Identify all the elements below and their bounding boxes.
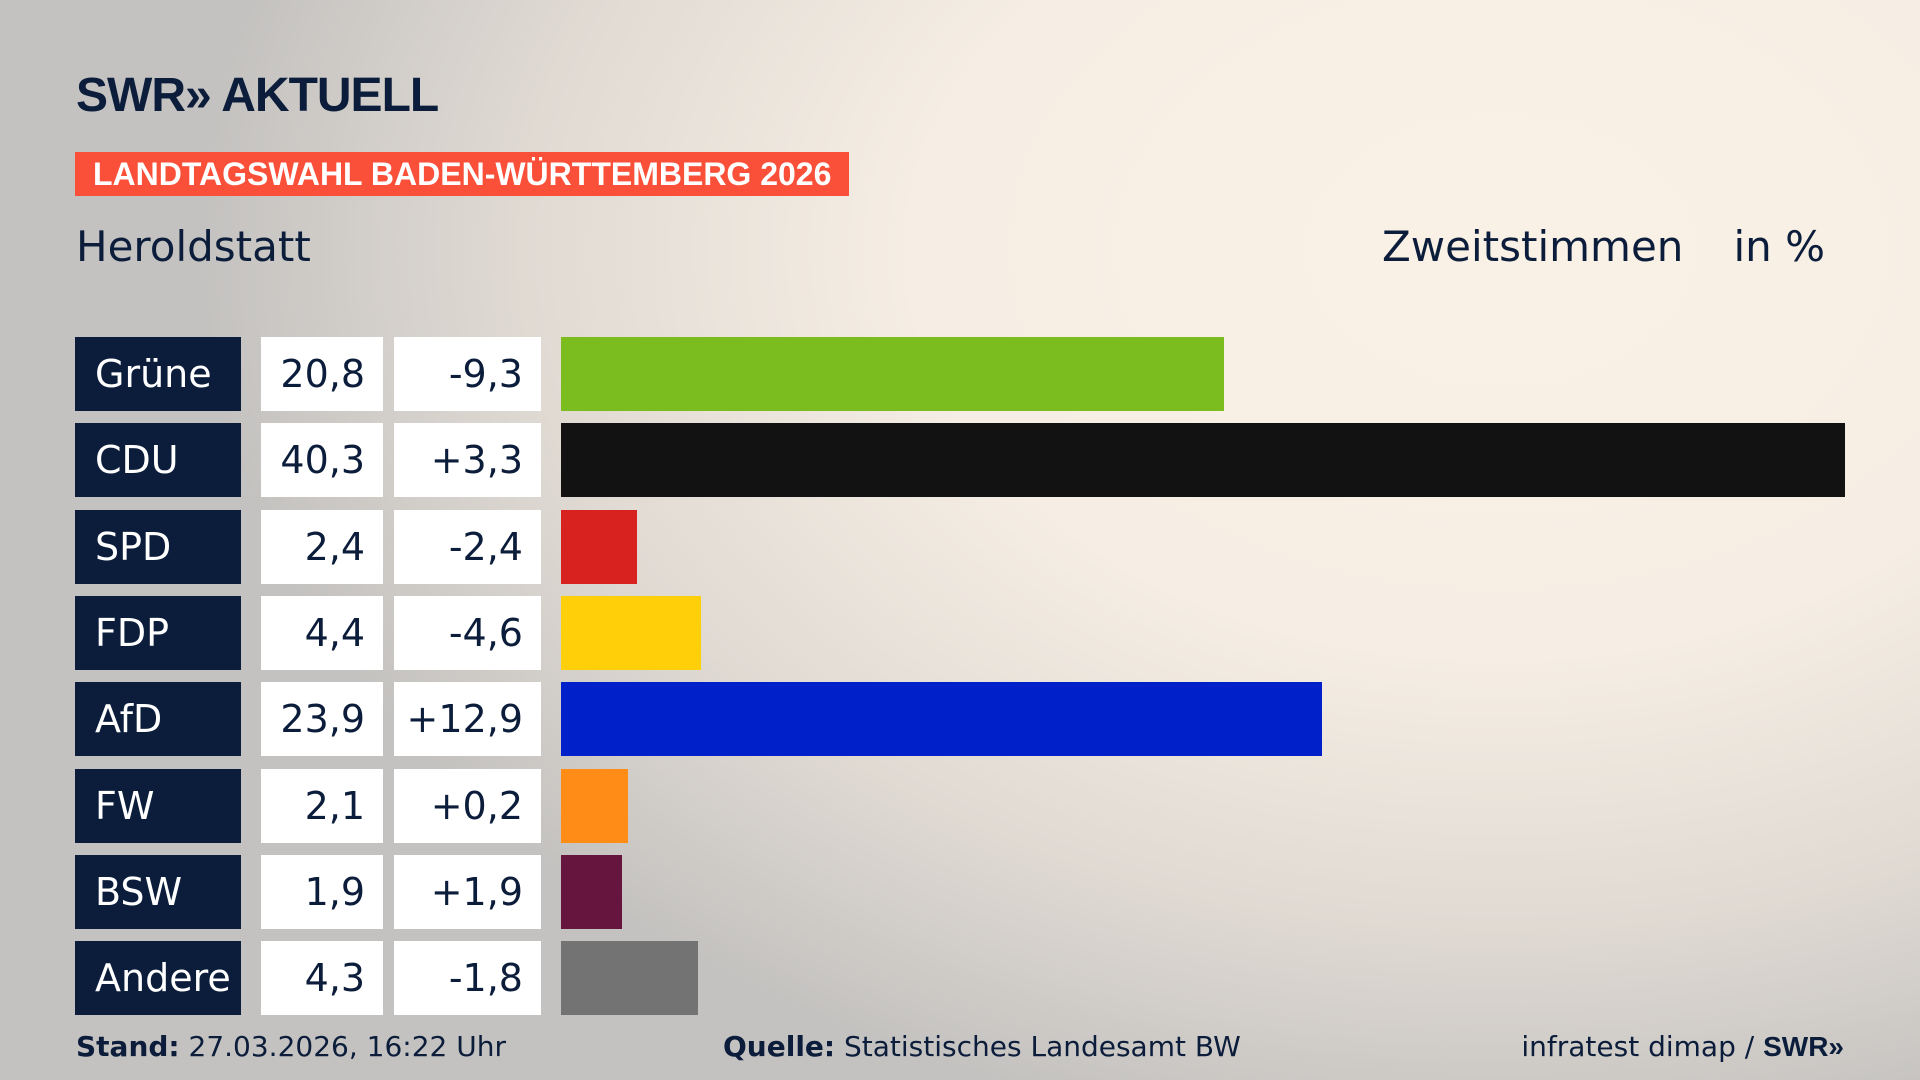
party-label: CDU <box>75 423 241 498</box>
party-label: Andere <box>75 941 241 1016</box>
vote-change: +12,9 <box>394 682 541 757</box>
result-row: CDU 40,3 +3,3 <box>0 423 1920 498</box>
result-row: Grüne 20,8 -9,3 <box>0 337 1920 411</box>
vote-share: 23,9 <box>261 682 383 757</box>
swr-logo: SWR» <box>1763 1031 1844 1062</box>
vote-share: 4,3 <box>261 941 383 1016</box>
vote-share: 1,9 <box>261 854 383 929</box>
result-row: Andere 4,3 -1,8 <box>0 941 1920 1016</box>
vote-change: -1,8 <box>394 941 541 1016</box>
vote-change: +3,3 <box>394 423 541 498</box>
bar <box>561 509 638 584</box>
bar <box>561 768 628 843</box>
metric-label: Zweitstimmen <box>1382 222 1684 271</box>
swr-aktuell-logo: SWR» AKTUELL <box>76 69 439 122</box>
party-label: BSW <box>75 854 241 929</box>
place-title: Heroldstatt <box>76 222 311 271</box>
vote-change: -2,4 <box>394 509 541 584</box>
result-row: FW 2,1 +0,2 <box>0 768 1920 843</box>
vote-share: 2,1 <box>261 768 383 843</box>
result-row: AfD 23,9 +12,9 <box>0 682 1920 757</box>
source: Quelle: Statistisches Landesamt BW <box>723 1030 1241 1063</box>
bar <box>561 854 622 929</box>
party-label: FDP <box>75 595 241 670</box>
result-row: FDP 4,4 -4,6 <box>0 595 1920 670</box>
vote-share: 20,8 <box>261 337 383 411</box>
party-label: FW <box>75 768 241 843</box>
party-label: SPD <box>75 509 241 584</box>
bar <box>561 682 1323 757</box>
vote-change: -4,6 <box>394 595 541 670</box>
timestamp: Stand: 27.03.2026, 16:22 Uhr <box>76 1030 506 1063</box>
result-row: SPD 2,4 -2,4 <box>0 509 1920 584</box>
bar <box>561 595 702 670</box>
bar <box>561 941 698 1016</box>
party-label: AfD <box>75 682 241 757</box>
bar <box>561 337 1224 411</box>
vote-change: +1,9 <box>394 854 541 929</box>
election-banner: LANDTAGSWAHL BADEN-WÜRTTEMBERG 2026 <box>75 152 850 196</box>
vote-share: 2,4 <box>261 509 383 584</box>
unit-label: in % <box>1733 222 1825 271</box>
result-row: BSW 1,9 +1,9 <box>0 854 1920 929</box>
credit: infratest dimap / SWR» <box>1521 1030 1844 1063</box>
vote-share: 4,4 <box>261 595 383 670</box>
bar <box>561 423 1845 498</box>
vote-change: -9,3 <box>394 337 541 411</box>
vote-share: 40,3 <box>261 423 383 498</box>
party-label: Grüne <box>75 337 241 411</box>
vote-change: +0,2 <box>394 768 541 843</box>
